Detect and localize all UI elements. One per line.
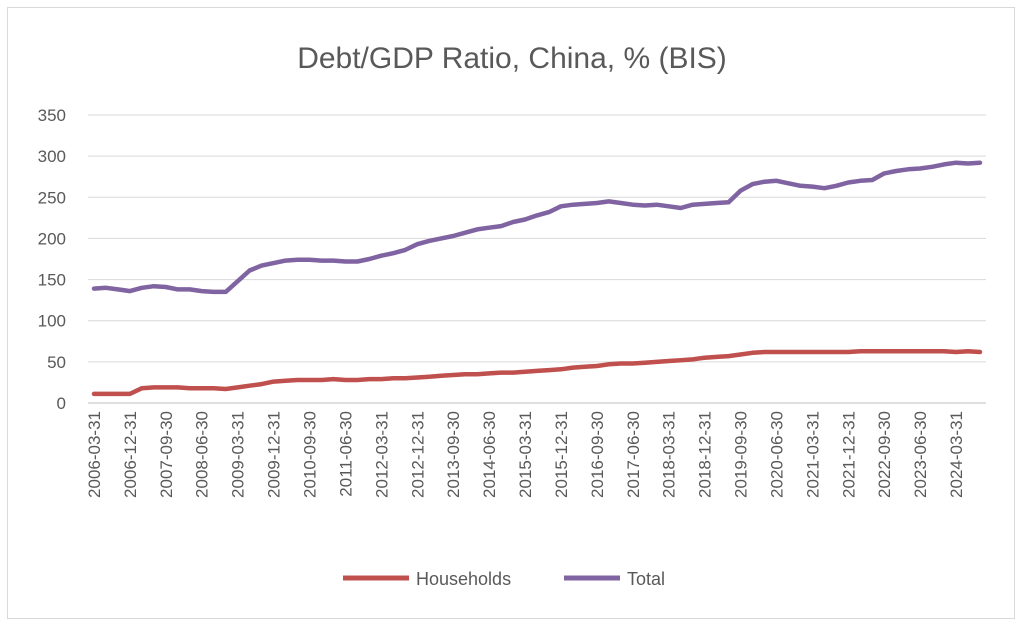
x-tick-label: 2006-12-31	[121, 411, 140, 498]
x-tick-label: 2017-06-30	[624, 411, 643, 498]
x-tick-label: 2008-06-30	[193, 411, 212, 498]
x-tick-label: 2015-12-31	[552, 411, 571, 498]
x-tick-label: 2016-09-30	[588, 411, 607, 498]
x-tick-label: 2024-03-31	[947, 411, 966, 498]
y-tick-label: 300	[38, 147, 66, 166]
y-tick-label: 100	[38, 312, 66, 331]
x-tick-label: 2011-06-30	[336, 411, 355, 497]
y-tick-label: 50	[47, 353, 66, 372]
x-tick-label: 2021-12-31	[839, 411, 858, 498]
x-axis-labels: 2006-03-31 2006-12-31 2007-09-30 2008-06-30…	[85, 411, 966, 498]
x-tick-label: 2012-12-31	[408, 411, 427, 498]
x-tick-label: 2020-06-30	[767, 411, 786, 498]
x-tick-label: 2010-09-30	[301, 411, 320, 498]
x-tick-label: 2014-06-30	[480, 411, 499, 498]
x-tick-label: 2018-03-31	[660, 411, 679, 498]
x-tick-label: 2015-03-31	[516, 411, 535, 498]
x-tick-label: 2019-09-30	[732, 411, 751, 498]
y-tick-label: 250	[38, 188, 66, 207]
x-tick-label: 2013-09-30	[444, 411, 463, 498]
x-tick-label: 2021-03-31	[803, 411, 822, 498]
grid	[88, 114, 986, 404]
legend-total-label: Total	[627, 569, 665, 589]
chart-frame	[7, 7, 1015, 619]
y-tick-label: 150	[38, 271, 66, 290]
x-tick-label: 2009-12-31	[265, 411, 284, 498]
x-tick-label: 2018-12-31	[696, 411, 715, 498]
series-line-total	[91, 160, 983, 295]
series-line-households	[91, 348, 983, 397]
legend: Households Total	[343, 569, 665, 589]
legend-households-label: Households	[416, 569, 511, 589]
y-tick-label: 200	[38, 229, 66, 248]
y-axis-labels: 0 50 100 150 200 250 300 350	[38, 106, 66, 413]
y-tick-label: 350	[38, 106, 66, 125]
x-tick-label: 2007-09-30	[157, 411, 176, 498]
x-tick-label: 2006-03-31	[85, 411, 104, 498]
chart-title: Debt/GDP Ratio, China, % (BIS)	[297, 42, 727, 75]
series-lines	[91, 160, 983, 397]
x-tick-label: 2022-09-30	[875, 411, 894, 498]
x-tick-label: 2009-03-31	[229, 411, 248, 498]
x-tick-label: 2012-03-31	[372, 411, 391, 498]
x-tick-label: 2023-06-30	[911, 411, 930, 498]
y-tick-label: 0	[57, 394, 66, 413]
